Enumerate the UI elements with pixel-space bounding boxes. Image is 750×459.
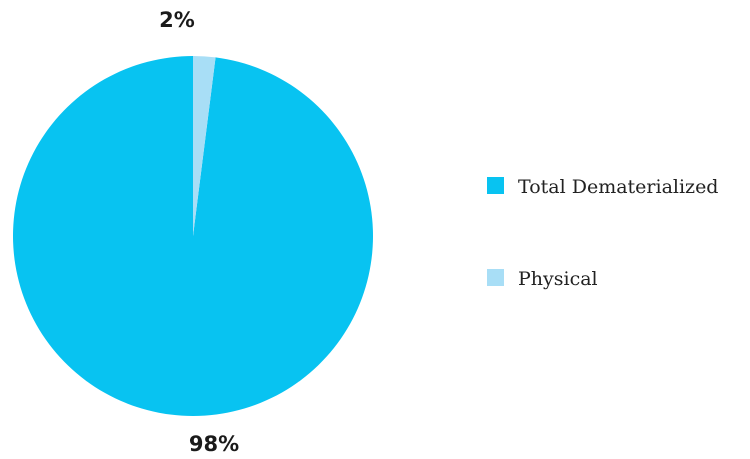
legend-swatch-total-dematerialized bbox=[487, 177, 504, 194]
pie-slices bbox=[13, 56, 374, 416]
pie-slice-total-dematerialized bbox=[13, 56, 374, 416]
data-label-total-dematerialized: 98% bbox=[189, 432, 239, 456]
data-labels: 98% 2% bbox=[159, 8, 239, 456]
legend-label-total-dematerialized: Total Dematerialized bbox=[518, 176, 718, 198]
data-label-physical: 2% bbox=[159, 8, 195, 32]
legend-label-physical: Physical bbox=[518, 268, 598, 290]
legend-swatch-physical bbox=[487, 269, 504, 286]
pie-slice-physical bbox=[193, 56, 216, 236]
legend: Total Dematerialized Physical bbox=[487, 176, 718, 290]
